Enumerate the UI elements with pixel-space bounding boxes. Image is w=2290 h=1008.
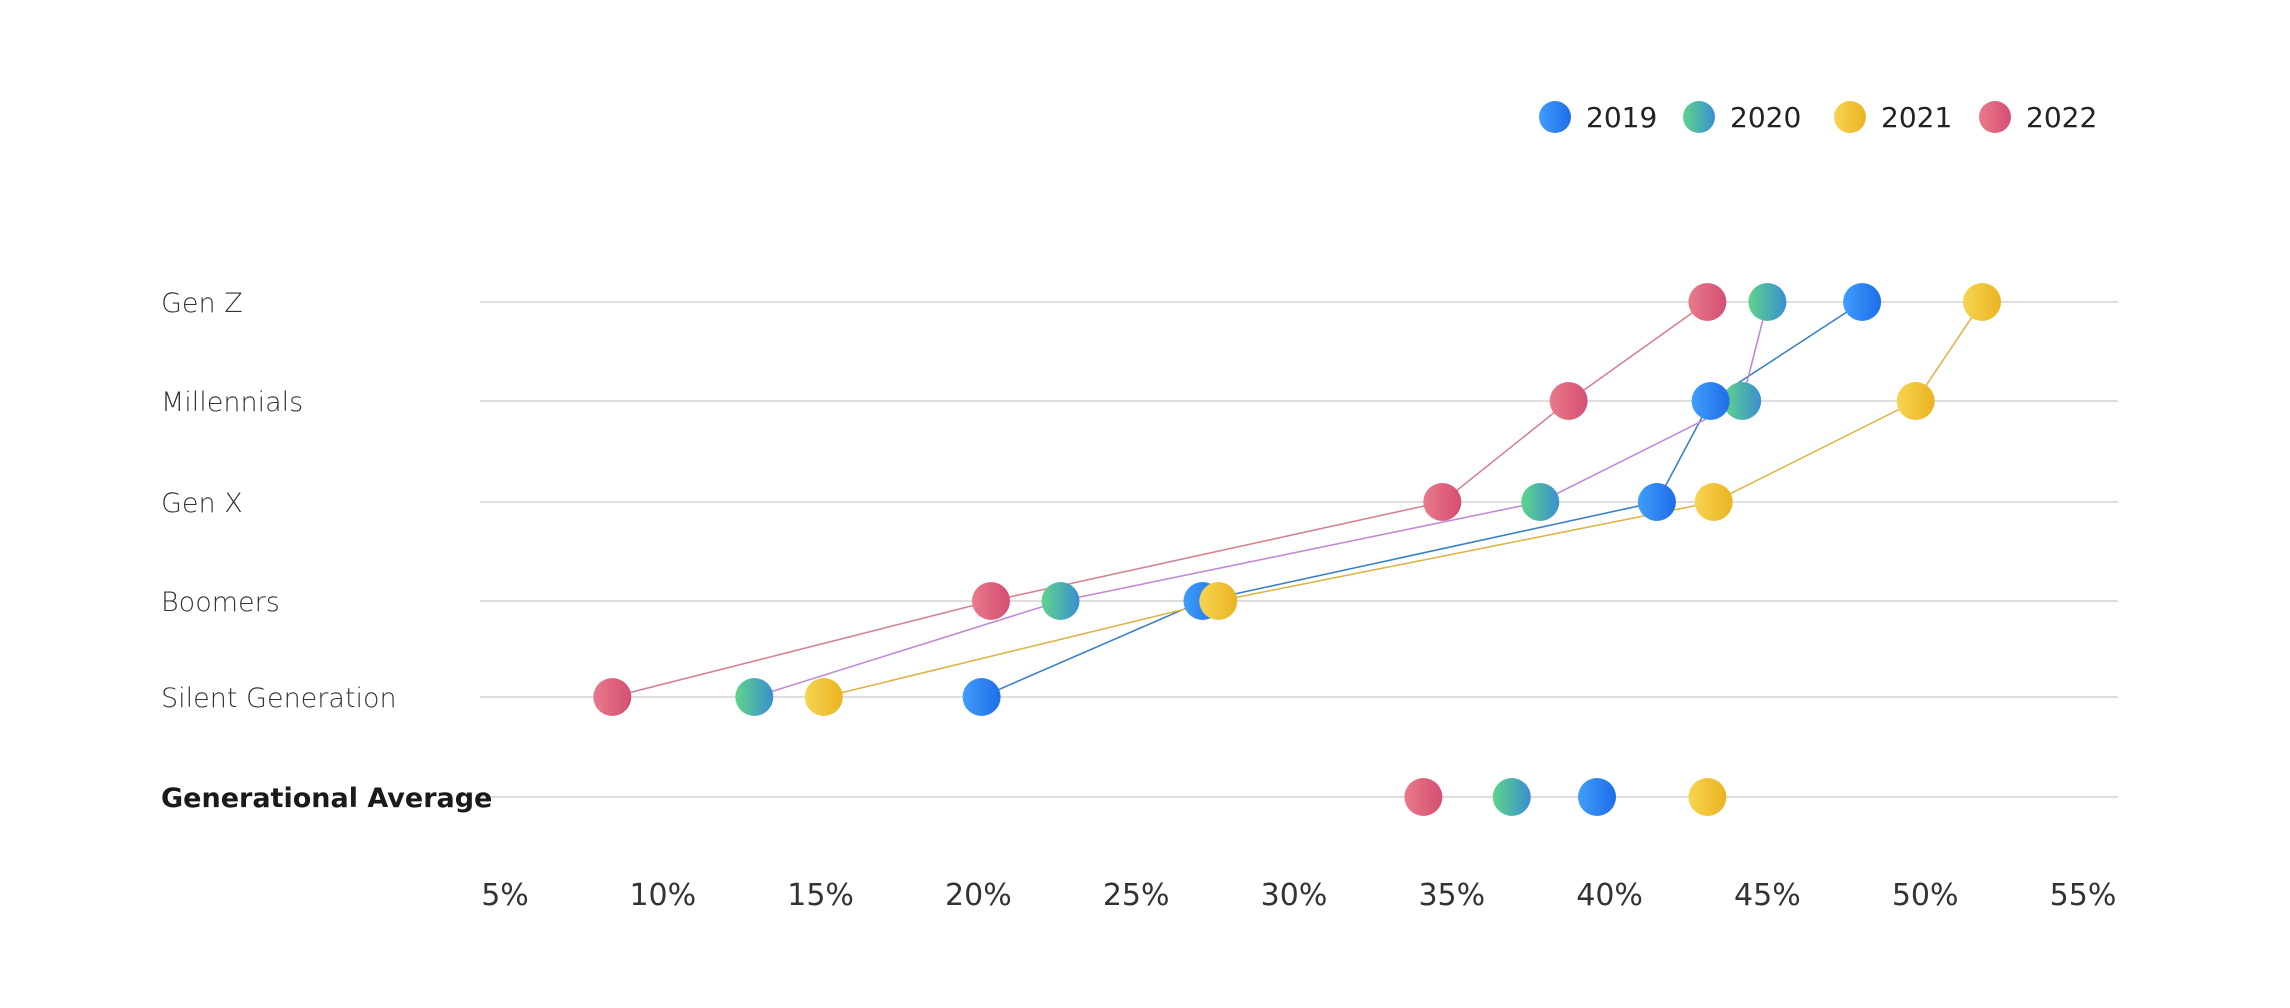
gridlines <box>480 301 2118 798</box>
series-line-2020 <box>754 301 1769 698</box>
legend-item-2022: 2022 <box>1979 101 2097 134</box>
category-label: Silent Generation <box>161 683 397 714</box>
data-point-2022 <box>1423 483 1462 521</box>
category-labels: Gen Z Millennials Gen X Boomers Silent Gener… <box>161 288 492 814</box>
data-point-2021 <box>1896 382 1935 420</box>
x-tick-label: 35% <box>1418 878 1485 913</box>
data-point-2019 <box>1637 483 1676 521</box>
legend-swatch <box>1539 101 1571 133</box>
data-point-2021 <box>1694 483 1733 521</box>
data-point-2020 <box>1521 483 1560 521</box>
data-point-2019 <box>1691 382 1730 420</box>
category-label: Gen Z <box>161 288 243 319</box>
data-point-2021 <box>804 678 843 716</box>
data-point-2022 <box>593 678 632 716</box>
legend-label: 2022 <box>2026 101 2097 134</box>
data-point-2020 <box>1723 382 1762 420</box>
data-point-2020 <box>1041 582 1080 620</box>
x-tick-label: 10% <box>629 878 696 913</box>
legend-label: 2020 <box>1730 101 1801 134</box>
data-point-2020 <box>735 678 774 716</box>
legend-swatch <box>1834 101 1866 133</box>
data-point-2019 <box>962 678 1001 716</box>
x-tick-label: 40% <box>1576 878 1643 913</box>
data-point-2019 <box>1578 778 1616 816</box>
data-point-2021 <box>1963 283 2001 321</box>
legend-item-2021: 2021 <box>1834 101 1952 134</box>
data-point-2019 <box>1843 283 1882 321</box>
legend-item-2019: 2019 <box>1539 101 1657 134</box>
x-tick-label: 45% <box>1734 878 1801 913</box>
legend: 2019 2020 2021 2022 <box>1539 101 2097 134</box>
data-point-2021 <box>1199 582 1238 620</box>
legend-swatch <box>1683 101 1715 133</box>
x-tick-label: 15% <box>787 878 854 913</box>
legend-label: 2021 <box>1881 101 1952 134</box>
legend-swatch <box>1979 101 2011 133</box>
x-tick-label: 25% <box>1103 878 1170 913</box>
x-tick-label: 55% <box>2050 878 2117 913</box>
series-lines <box>612 301 1983 698</box>
category-label: Generational Average <box>161 783 492 814</box>
category-label: Millennials <box>161 387 303 418</box>
x-axis-ticks: 5% 10% 15% 20% 25% 30% 35% 40% 45% 50% 55% <box>481 878 2116 913</box>
series-line-2021 <box>823 301 1983 698</box>
x-tick-label: 30% <box>1261 878 1328 913</box>
legend-item-2020: 2020 <box>1683 101 1801 134</box>
data-point-2022 <box>1404 778 1443 816</box>
data-point-2021 <box>1688 778 1727 816</box>
x-tick-label: 5% <box>481 878 529 913</box>
data-point-2020 <box>1492 778 1531 816</box>
data-point-2020 <box>1748 283 1787 321</box>
category-label: Gen X <box>161 488 243 519</box>
x-tick-label: 50% <box>1892 878 1959 913</box>
legend-label: 2019 <box>1586 101 1657 134</box>
data-point-2022 <box>1688 283 1727 321</box>
data-point-2022 <box>1549 382 1588 420</box>
data-points <box>593 283 2001 816</box>
data-point-2022 <box>972 582 1010 620</box>
category-label: Boomers <box>161 587 280 618</box>
x-tick-label: 20% <box>945 878 1012 913</box>
